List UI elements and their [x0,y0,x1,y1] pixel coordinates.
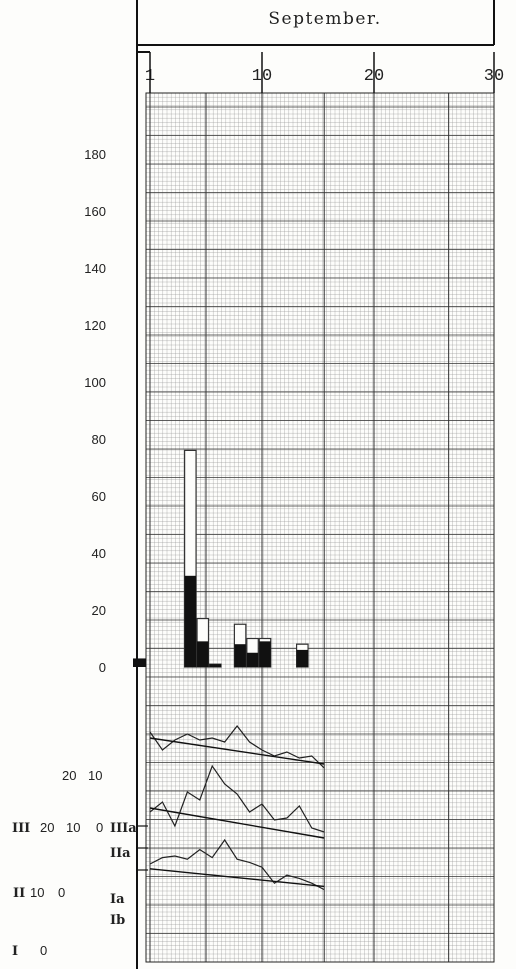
lower-scale-label: 0 [96,820,103,835]
chart-grid [146,93,494,962]
bar-solid [297,650,308,667]
y-tick-label: 40 [92,546,106,561]
lower-scale-label: 10 [30,885,44,900]
upper-y-axis-labels: 0 20 40 60 80 100 120 140 160 180 [84,147,106,675]
bar-solid [197,641,208,667]
bar-solid [259,641,270,667]
panel-label: IIa [110,846,131,861]
bar-solid [247,653,258,667]
y-tick-label: 100 [84,375,106,390]
lower-scale-label: 0 [58,885,65,900]
bar-solid [234,644,245,667]
panel-label: Ib [110,913,125,928]
bar-series [133,450,308,667]
lower-scale-label: 10 [66,820,80,835]
y-tick-label: 120 [84,318,106,333]
line-series [150,840,324,890]
lower-scale-label: 0 [40,943,47,958]
y-tick-label: 180 [84,147,106,162]
lower-scale-label: I [12,944,18,959]
y-tick-label: 60 [92,489,106,504]
line-series [150,726,324,768]
panel-label: Ia [110,892,125,907]
x-axis-labels: 1102030 [145,52,504,93]
lower-scale-label: III [12,821,30,836]
line-series [150,766,324,832]
lower-scale-label: II [13,886,25,901]
bar-pre-axis [133,658,146,667]
chart-title: September. [268,9,381,29]
panel-label: IIIa [110,821,137,836]
y-tick-label: 20 [92,603,106,618]
y-tick-label: 80 [92,432,106,447]
y-tick-label: 0 [99,660,106,675]
lower-scale-label: 20 [62,768,76,783]
bar-solid [209,664,220,667]
trend-line [150,738,324,764]
lower-scale-label: 20 [40,820,54,835]
lower-scale-label: 10 [88,768,102,783]
y-tick-label: 160 [84,204,106,219]
y-tick-label: 140 [84,261,106,276]
bar-solid [185,576,196,667]
